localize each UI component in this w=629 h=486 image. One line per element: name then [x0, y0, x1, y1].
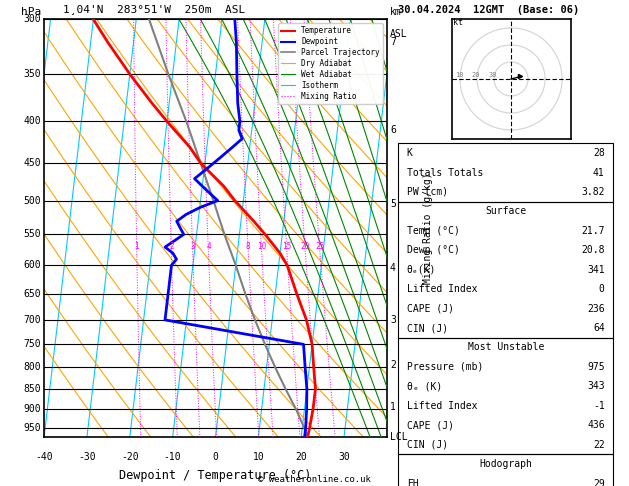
Text: 950: 950 [23, 423, 41, 433]
Text: Dewpoint / Temperature (°C): Dewpoint / Temperature (°C) [120, 469, 311, 482]
Text: 10: 10 [257, 242, 266, 251]
Text: EH: EH [407, 479, 418, 486]
Text: 10: 10 [252, 452, 264, 462]
Text: -30: -30 [78, 452, 96, 462]
Text: 20.8: 20.8 [581, 245, 604, 255]
Text: 41: 41 [593, 168, 604, 177]
Text: 64: 64 [593, 323, 604, 333]
Text: CIN (J): CIN (J) [407, 323, 448, 333]
Text: 0: 0 [599, 284, 604, 294]
Text: 550: 550 [23, 229, 41, 240]
Text: 30: 30 [338, 452, 350, 462]
Text: 20: 20 [295, 452, 307, 462]
Text: 20: 20 [301, 242, 310, 251]
Text: 1¸04'N  283°51'W  250m  ASL: 1¸04'N 283°51'W 250m ASL [63, 4, 245, 15]
Text: 900: 900 [23, 404, 41, 414]
Text: 341: 341 [587, 265, 604, 275]
Text: km: km [390, 7, 402, 17]
Text: 4: 4 [390, 263, 396, 273]
Text: 600: 600 [23, 260, 41, 270]
Text: ASL: ASL [390, 29, 408, 39]
Text: 4: 4 [206, 242, 211, 251]
Text: Lifted Index: Lifted Index [407, 284, 477, 294]
Text: 450: 450 [23, 158, 41, 168]
Text: 300: 300 [23, 15, 41, 24]
Text: 30: 30 [489, 72, 498, 78]
Text: 3: 3 [191, 242, 195, 251]
Text: © weatheronline.co.uk: © weatheronline.co.uk [258, 474, 371, 484]
Text: CAPE (J): CAPE (J) [407, 304, 454, 313]
Text: 350: 350 [23, 69, 41, 79]
Text: Totals Totals: Totals Totals [407, 168, 483, 177]
Text: 21.7: 21.7 [581, 226, 604, 236]
Text: Dewp (°C): Dewp (°C) [407, 245, 460, 255]
Text: 10: 10 [455, 72, 464, 78]
Text: 7: 7 [390, 37, 396, 47]
Text: 1: 1 [390, 402, 396, 412]
Text: 850: 850 [23, 384, 41, 394]
Text: 400: 400 [23, 117, 41, 126]
Text: -40: -40 [35, 452, 53, 462]
Text: -20: -20 [121, 452, 138, 462]
Text: 800: 800 [23, 362, 41, 372]
Text: 20: 20 [472, 72, 481, 78]
Text: 3: 3 [390, 315, 396, 325]
Text: Most Unstable: Most Unstable [467, 343, 544, 352]
Text: 22: 22 [593, 440, 604, 450]
Text: 436: 436 [587, 420, 604, 430]
Text: 236: 236 [587, 304, 604, 313]
Text: 2: 2 [169, 242, 174, 251]
Text: 25: 25 [315, 242, 325, 251]
Text: 3.82: 3.82 [581, 187, 604, 197]
Text: Lifted Index: Lifted Index [407, 401, 477, 411]
Text: 343: 343 [587, 382, 604, 391]
Text: CAPE (J): CAPE (J) [407, 420, 454, 430]
Text: -1: -1 [593, 401, 604, 411]
Text: θₑ(K): θₑ(K) [407, 265, 436, 275]
Text: Pressure (mb): Pressure (mb) [407, 362, 483, 372]
Text: 28: 28 [593, 148, 604, 158]
Text: 700: 700 [23, 315, 41, 325]
Text: 975: 975 [587, 362, 604, 372]
Text: 650: 650 [23, 289, 41, 298]
Text: 8: 8 [246, 242, 250, 251]
Text: Temp (°C): Temp (°C) [407, 226, 460, 236]
Text: 15: 15 [282, 242, 292, 251]
Text: 2: 2 [390, 360, 396, 370]
Text: LCL: LCL [390, 433, 408, 442]
Text: PW (cm): PW (cm) [407, 187, 448, 197]
Legend: Temperature, Dewpoint, Parcel Trajectory, Dry Adiabat, Wet Adiabat, Isotherm, Mi: Temperature, Dewpoint, Parcel Trajectory… [279, 23, 383, 104]
Text: Mixing Ratio (g/kg): Mixing Ratio (g/kg) [423, 173, 433, 284]
Text: Hodograph: Hodograph [479, 459, 532, 469]
Text: θₑ (K): θₑ (K) [407, 382, 442, 391]
Text: 30.04.2024  12GMT  (Base: 06): 30.04.2024 12GMT (Base: 06) [398, 4, 579, 15]
Text: Surface: Surface [485, 207, 526, 216]
Text: -10: -10 [164, 452, 181, 462]
Text: 6: 6 [390, 125, 396, 135]
Text: 29: 29 [593, 479, 604, 486]
Text: 1: 1 [135, 242, 139, 251]
Text: 5: 5 [390, 199, 396, 209]
Text: kt: kt [454, 17, 463, 27]
Text: hPa: hPa [21, 7, 41, 17]
Text: CIN (J): CIN (J) [407, 440, 448, 450]
Text: 500: 500 [23, 195, 41, 206]
Text: 0: 0 [213, 452, 218, 462]
Text: K: K [407, 148, 413, 158]
Text: 750: 750 [23, 339, 41, 349]
